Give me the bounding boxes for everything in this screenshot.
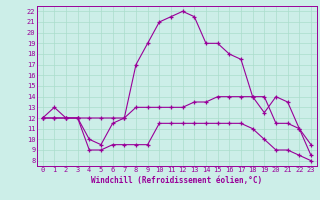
X-axis label: Windchill (Refroidissement éolien,°C): Windchill (Refroidissement éolien,°C) (91, 176, 262, 185)
